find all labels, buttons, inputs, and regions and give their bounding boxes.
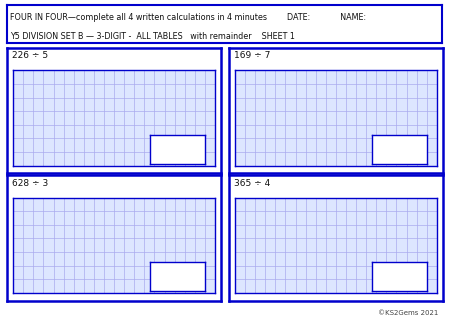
Text: FOUR IN FOUR—complete all 4 written calculations in 4 minutes        DATE:      : FOUR IN FOUR—complete all 4 written calc…: [10, 13, 366, 22]
Text: 365 ÷ 4: 365 ÷ 4: [234, 179, 270, 188]
Text: 169 ÷ 7: 169 ÷ 7: [234, 52, 270, 60]
Text: 226 ÷ 5: 226 ÷ 5: [12, 52, 48, 60]
Text: ©KS2Gems 2021: ©KS2Gems 2021: [378, 310, 439, 316]
Text: 628 ÷ 3: 628 ÷ 3: [12, 179, 48, 188]
Text: Y5 DIVISION SET B — 3-DIGIT -  ALL TABLES   with remainder    SHEET 1: Y5 DIVISION SET B — 3-DIGIT - ALL TABLES…: [10, 32, 295, 41]
